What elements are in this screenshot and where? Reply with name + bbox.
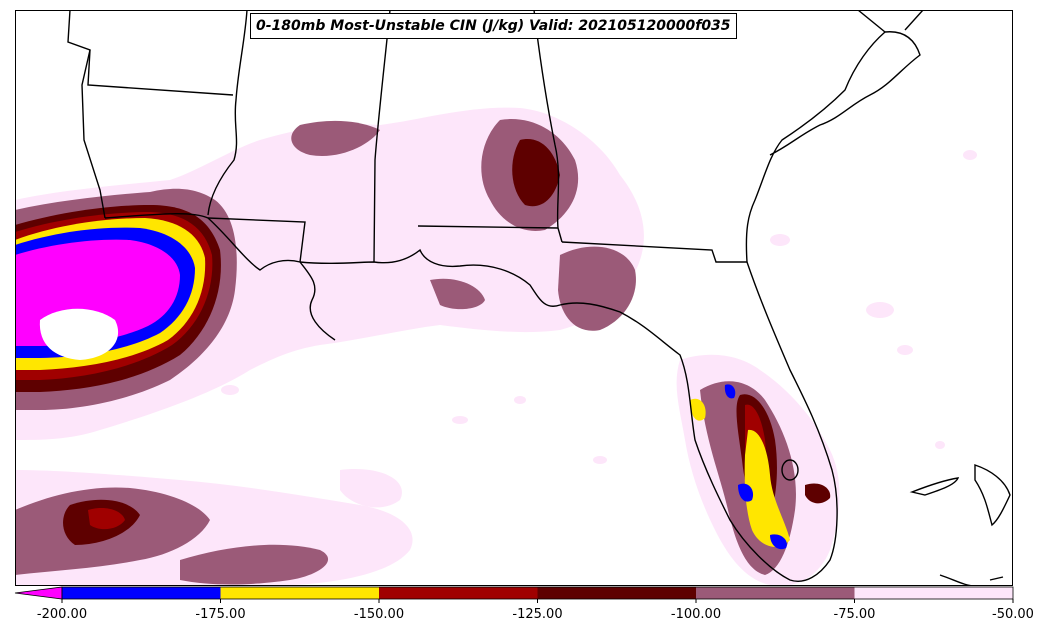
colorbar-tick-label: -100.00	[670, 607, 722, 622]
cin-speck	[935, 441, 945, 449]
colorbar-tick-label: -75.00	[833, 607, 876, 622]
colorbar-tick-label: -150.00	[353, 607, 405, 622]
colorbar-tick-label: -200.00	[36, 607, 88, 622]
cin-region-north-mauve	[291, 120, 380, 156]
cin-region-fl-mid-blue	[770, 534, 787, 550]
cin-speck	[963, 150, 977, 160]
cin-region-west-hole	[39, 308, 119, 360]
state-border-ms-river	[207, 10, 248, 216]
state-border-ga-fl	[561, 241, 747, 263]
cin-speck	[221, 385, 239, 395]
coast-bahamas	[909, 477, 960, 496]
colorbar-bin	[220, 587, 379, 599]
cin-region-fl-nw-yellow	[690, 398, 706, 421]
map-title: 0-180mb Most-Unstable CIN (J/kg) Valid: …	[250, 13, 737, 39]
cin-region-alabama-darkred	[512, 139, 560, 207]
coast-louisiana	[104, 213, 336, 341]
lake-okeechobee	[781, 459, 799, 481]
colorbar-bin	[379, 587, 538, 599]
cin-speck	[514, 396, 526, 404]
cin-region-mid-light	[340, 469, 402, 508]
state-border-al-fl	[417, 225, 559, 229]
colorbar-bin	[537, 587, 696, 599]
state-border-ok-ar	[87, 49, 234, 96]
colorbar-under-triangle	[14, 586, 63, 600]
colorbar-tick-label: -50.00	[992, 607, 1034, 622]
state-border-al-ga	[533, 10, 563, 243]
cin-region-panhandle-mauve	[558, 246, 636, 331]
cin-region-florida-yellow	[744, 429, 790, 547]
coast-gulf-east	[299, 248, 838, 582]
map-outlines	[67, 10, 1011, 586]
cin-speck	[770, 234, 790, 246]
state-border-ga-sc	[745, 10, 887, 263]
colorbar	[14, 586, 1014, 603]
cin-region-sw-red	[88, 508, 125, 530]
cin-region-fl-east-darkred	[805, 483, 831, 504]
cin-region-florida-blue	[738, 483, 754, 502]
colorbar-bin	[62, 587, 221, 599]
coast-atlantic	[769, 31, 921, 156]
state-border-tx-la	[67, 10, 106, 219]
cin-region-gulf-mauve	[180, 544, 329, 585]
cin-region-fl-nw-blue	[724, 384, 736, 399]
colorbar-tick-label: -125.00	[512, 607, 563, 622]
coast-cuba	[939, 574, 1004, 586]
cin-region-mid-mauve	[430, 278, 485, 310]
colorbar-bin	[696, 587, 855, 599]
cin-speck	[897, 345, 913, 355]
cin-speck	[866, 302, 894, 318]
colorbar-tick-label: -175.00	[195, 607, 246, 622]
state-border-la-ms-south	[207, 217, 306, 263]
coast-islands-east	[974, 464, 1011, 527]
plot-frame	[15, 10, 1013, 586]
colorbar-bin	[854, 587, 1013, 599]
cin-speck	[452, 416, 468, 424]
cin-speck	[593, 456, 607, 464]
state-border-nc-sc	[904, 10, 924, 31]
